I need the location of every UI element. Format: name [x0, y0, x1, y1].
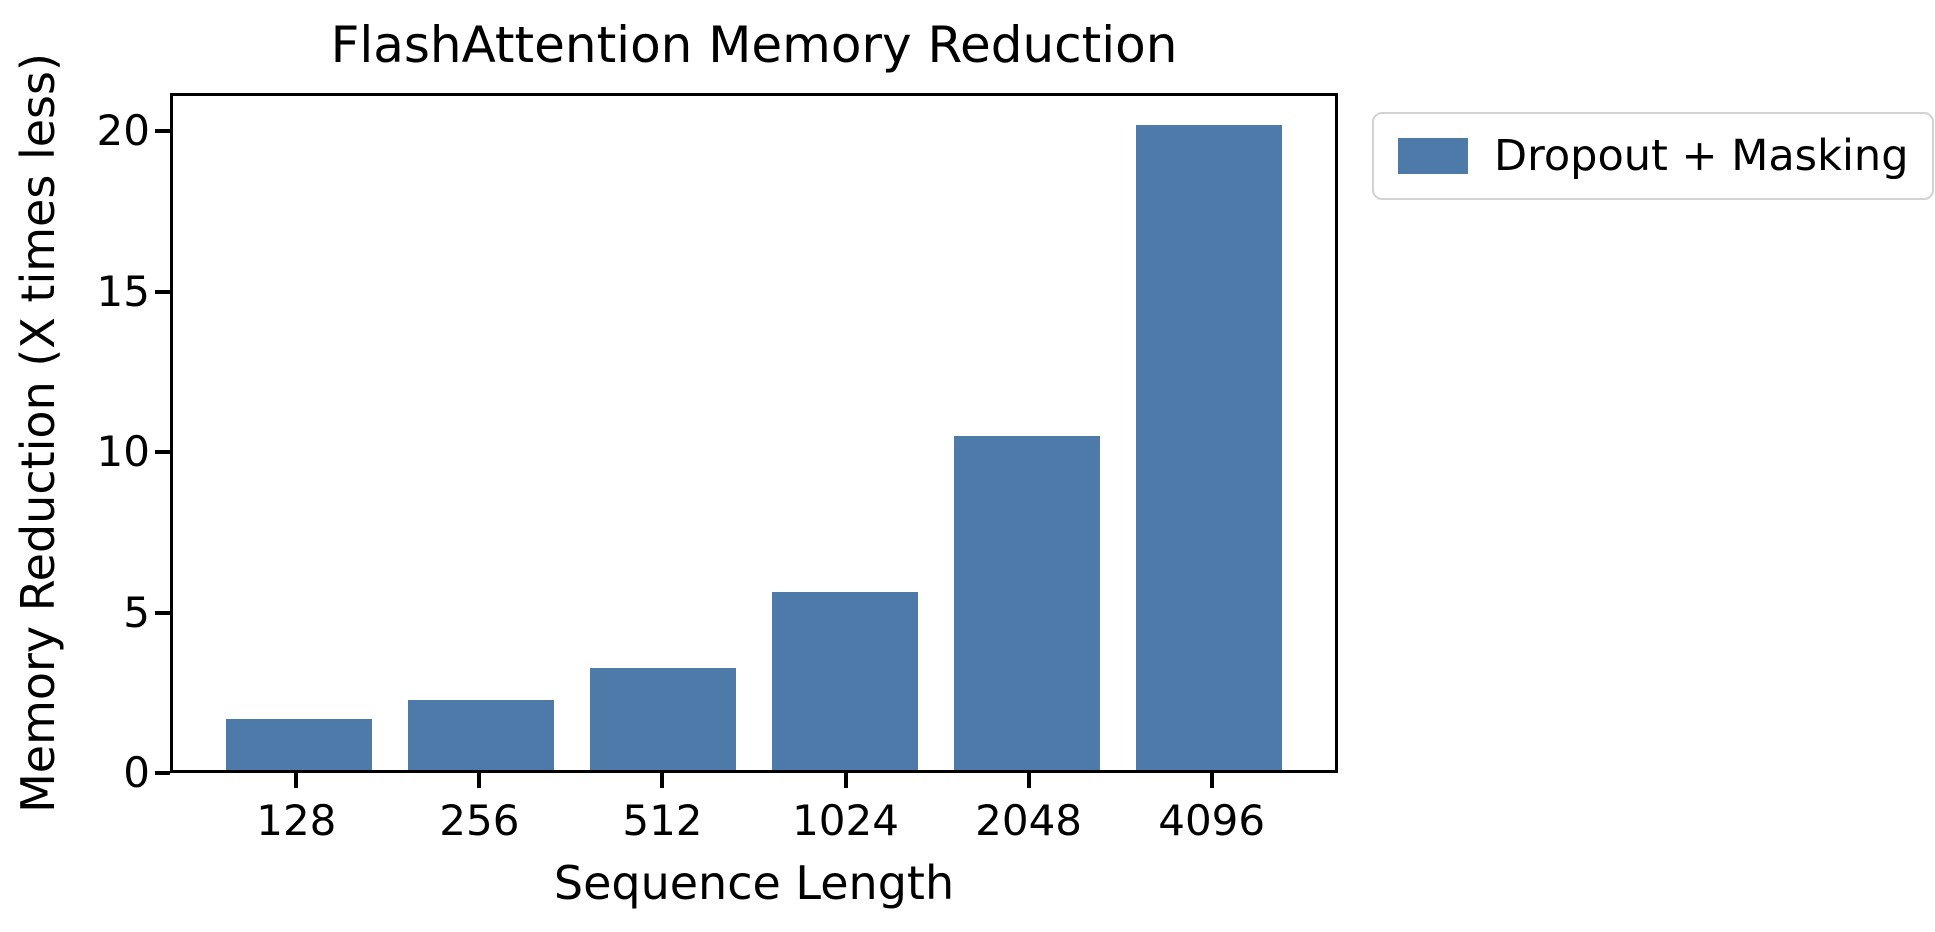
plot-area — [170, 93, 1338, 773]
x-tick-mark-2048 — [1026, 773, 1031, 788]
y-tick-label-5: 5 — [123, 587, 150, 637]
x-tick-label-1024: 1024 — [792, 796, 899, 845]
bar-4096 — [1136, 124, 1283, 770]
x-tick-label-256: 256 — [439, 796, 520, 845]
x-tick-mark-512 — [660, 773, 665, 788]
y-tick-mark-15 — [155, 289, 170, 294]
x-tick-label-512: 512 — [622, 796, 703, 845]
y-tick-label-15: 15 — [96, 266, 150, 316]
legend-label: Dropout + Masking — [1494, 131, 1909, 181]
x-tick-label-128: 128 — [256, 796, 337, 845]
legend-box: Dropout + Masking — [1372, 112, 1935, 200]
x-axis-label: Sequence Length — [553, 856, 955, 910]
y-tick-label-10: 10 — [96, 427, 150, 477]
y-tick-mark-20 — [155, 129, 170, 134]
x-tick-mark-4096 — [1209, 773, 1214, 788]
x-tick-mark-1024 — [843, 773, 848, 788]
legend-swatch-icon — [1398, 138, 1468, 174]
chart-title: FlashAttention Memory Reduction — [330, 16, 1178, 74]
x-tick-label-4096: 4096 — [1158, 796, 1266, 845]
bar-1024 — [772, 591, 918, 770]
y-tick-label-20: 20 — [96, 106, 150, 156]
y-tick-mark-5 — [155, 610, 170, 615]
y-tick-mark-0 — [155, 771, 170, 775]
x-tick-mark-128 — [294, 773, 299, 788]
bar-2048 — [954, 436, 1101, 770]
bar-512 — [590, 668, 736, 770]
bar-256 — [407, 700, 554, 770]
x-tick-label-2048: 2048 — [975, 796, 1083, 845]
y-tick-label-0: 0 — [123, 748, 150, 797]
y-tick-mark-10 — [155, 450, 170, 455]
bar-128 — [225, 719, 372, 770]
x-tick-mark-256 — [477, 773, 482, 788]
